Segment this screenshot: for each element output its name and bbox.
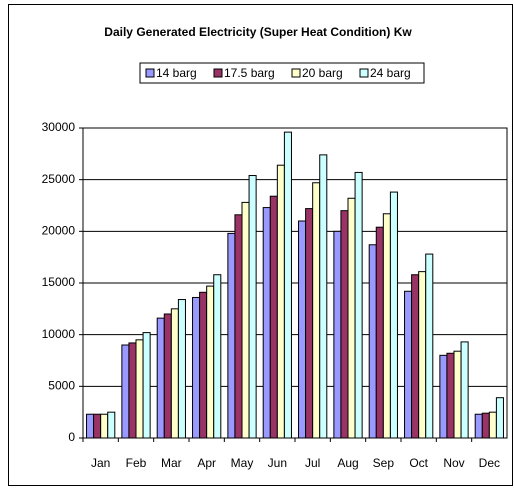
bar bbox=[100, 413, 109, 439]
x-tick-label: May bbox=[231, 456, 254, 470]
bar bbox=[347, 197, 356, 439]
bar bbox=[404, 290, 413, 439]
bar bbox=[86, 413, 95, 439]
bar bbox=[234, 214, 243, 439]
bar bbox=[128, 342, 137, 439]
bar bbox=[453, 350, 462, 439]
legend-label: 24 barg bbox=[370, 66, 411, 80]
legend-label: 17.5 barg bbox=[224, 66, 275, 80]
legend-box bbox=[139, 62, 425, 84]
x-tick-label: Nov bbox=[443, 456, 464, 470]
bar bbox=[411, 274, 420, 439]
bar bbox=[107, 411, 116, 439]
x-tick-label: Feb bbox=[126, 456, 147, 470]
legend-swatch bbox=[145, 68, 155, 78]
x-tick-label: Jun bbox=[268, 456, 287, 470]
bar bbox=[368, 244, 377, 439]
bar bbox=[248, 175, 257, 439]
y-tick-label: 15000 bbox=[42, 275, 76, 289]
legend-swatch bbox=[359, 68, 369, 78]
x-tick-label: Jan bbox=[91, 456, 110, 470]
x-tick-label: Aug bbox=[337, 456, 358, 470]
bar bbox=[227, 232, 236, 439]
bar bbox=[241, 201, 250, 439]
bar bbox=[298, 220, 307, 439]
bar bbox=[121, 344, 130, 439]
bar bbox=[425, 253, 434, 439]
bar bbox=[340, 210, 349, 439]
bar bbox=[439, 354, 448, 439]
y-tick-label: 25000 bbox=[42, 172, 76, 186]
bar bbox=[389, 191, 398, 439]
bar bbox=[269, 195, 278, 439]
y-tick-label: 10000 bbox=[42, 327, 76, 341]
y-tick-label: 20000 bbox=[42, 224, 76, 238]
bar bbox=[495, 397, 504, 439]
bar bbox=[446, 352, 455, 439]
legend-label: 14 barg bbox=[156, 66, 197, 80]
bar bbox=[305, 208, 314, 439]
x-tick-label: Dec bbox=[479, 456, 500, 470]
bar bbox=[93, 413, 102, 439]
legend-swatch bbox=[291, 68, 301, 78]
bar bbox=[276, 164, 285, 439]
bar bbox=[142, 332, 151, 439]
x-tick-label: Mar bbox=[161, 456, 182, 470]
legend-label: 20 barg bbox=[302, 66, 343, 80]
bar bbox=[481, 412, 490, 439]
bar bbox=[418, 271, 427, 439]
bar bbox=[283, 131, 292, 439]
bar bbox=[474, 413, 483, 439]
bar bbox=[262, 207, 271, 439]
bar bbox=[213, 274, 222, 439]
legend: 14 barg 17.5 barg 20 barg 24 barg bbox=[139, 62, 425, 84]
bar bbox=[333, 230, 342, 439]
bar bbox=[488, 411, 497, 439]
bar bbox=[170, 308, 179, 439]
x-tick-label: Apr bbox=[197, 456, 216, 470]
bar bbox=[375, 226, 384, 439]
x-tick-label: Jul bbox=[305, 456, 320, 470]
bar bbox=[460, 341, 469, 439]
bar bbox=[382, 213, 391, 439]
bar bbox=[312, 182, 321, 439]
bar bbox=[199, 291, 208, 439]
bar bbox=[206, 285, 215, 439]
legend-swatch bbox=[213, 68, 223, 78]
x-tick-label: Sep bbox=[373, 456, 395, 470]
bar bbox=[163, 313, 172, 439]
bar bbox=[354, 171, 363, 439]
bar bbox=[156, 317, 165, 439]
bar bbox=[177, 299, 186, 439]
x-tick-label: Oct bbox=[409, 456, 428, 470]
bar bbox=[192, 296, 201, 439]
y-tick-label: 5000 bbox=[48, 379, 75, 393]
y-tick-label: 0 bbox=[68, 430, 75, 444]
bar bbox=[319, 154, 328, 439]
y-tick-label: 30000 bbox=[42, 120, 76, 134]
chart-title: Daily Generated Electricity (Super Heat … bbox=[104, 25, 412, 39]
bar bbox=[135, 339, 144, 439]
